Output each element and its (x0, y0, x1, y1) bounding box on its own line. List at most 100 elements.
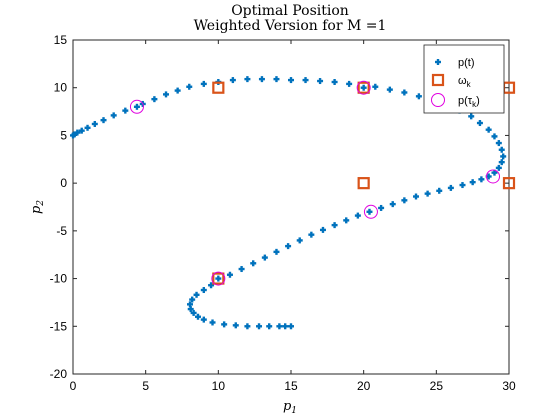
omega-marker (502, 177, 516, 190)
trajectory-point (436, 187, 443, 194)
trajectory-point (200, 316, 207, 323)
trajectory-point (485, 126, 492, 133)
trajectory-point (372, 83, 379, 90)
trajectory-point (366, 208, 373, 215)
y-tick-label: 5 (60, 128, 67, 142)
trajectory-point (91, 120, 98, 127)
trajectory-point (209, 319, 216, 326)
trajectory-point (122, 107, 129, 114)
trajectory-point (447, 184, 454, 191)
tau-marker (211, 271, 226, 286)
y-tick-label: 10 (54, 81, 68, 95)
trajectory-point (319, 226, 326, 233)
trajectory-point (193, 291, 200, 298)
trajectory-point (331, 222, 338, 229)
trajectory-point (491, 169, 498, 176)
trajectory-point (200, 287, 207, 294)
legend-marker-omega-marker (431, 73, 445, 87)
y-tick-label: -5 (56, 224, 67, 238)
trajectory-point (478, 176, 485, 183)
trajectory-point (229, 77, 236, 84)
trajectory-point (190, 309, 197, 316)
trajectory-point (415, 93, 422, 100)
trajectory-point (288, 77, 294, 84)
trajectory-point (78, 127, 85, 134)
trajectory-point (317, 78, 324, 85)
trajectory-point (401, 197, 408, 204)
tau-marker (363, 204, 378, 219)
trajectory-point (84, 124, 91, 131)
trajectory-point (163, 91, 170, 98)
x-tick-label: 30 (502, 379, 516, 393)
trajectory-point (343, 217, 350, 224)
trajectory-point (495, 140, 502, 147)
trajectory-point (110, 112, 117, 119)
trajectory-point (459, 182, 466, 189)
legend-label: ωk (458, 75, 472, 89)
tau-marker (486, 169, 501, 184)
trajectory-point (285, 243, 292, 250)
trajectory-point (208, 282, 215, 289)
x-tick-label: 10 (212, 379, 226, 393)
trajectory-point (261, 254, 268, 261)
trajectory-point (296, 237, 303, 244)
x-tick-label: 20 (357, 379, 371, 393)
trajectory-point (495, 164, 502, 171)
omega-marker (212, 81, 225, 94)
trajectory-point (401, 89, 408, 96)
tau-marker (129, 99, 144, 114)
trajectory-point (186, 301, 193, 308)
tau-marker (356, 80, 371, 95)
trajectory-point (221, 321, 228, 328)
trajectory-point (468, 113, 475, 120)
trajectory-point (100, 117, 107, 124)
trajectory-point (346, 80, 353, 87)
trajectory-point (389, 201, 396, 208)
chart-title: Optimal Position (231, 3, 349, 19)
trajectory-point (288, 323, 294, 330)
trajectory-point (189, 296, 196, 303)
x-tick-label: 15 (284, 379, 298, 393)
trajectory-point (244, 76, 251, 83)
trajectory-point (250, 260, 257, 267)
omega-marker (357, 177, 370, 190)
y-tick-label: 0 (60, 176, 67, 190)
trajectory-point (70, 132, 76, 139)
trajectory-point (498, 159, 505, 166)
trajectory-point (491, 133, 498, 140)
trajectory-point (174, 87, 181, 94)
trajectory-point (258, 76, 265, 83)
trajectory-point (282, 323, 289, 330)
x-tick-label: 25 (430, 379, 444, 393)
omega-marker (212, 272, 225, 285)
legend: p(t) ωk p(τk) (423, 44, 505, 114)
trajectory-point (186, 83, 193, 90)
trajectory-point (273, 248, 280, 255)
trajectory-point (133, 103, 140, 110)
trajectory-point (200, 80, 207, 87)
axis-ticks: 0 5 10 15 20 25 30 -20 -15 -10 -5 0 5 10 15 (50, 33, 516, 393)
trajectory-point (256, 323, 263, 330)
y-tick-label: -20 (50, 367, 68, 381)
trajectory-point (273, 76, 280, 83)
trajectory-point (424, 190, 431, 197)
trajectory-point (412, 193, 419, 200)
legend-marker-tau-marker (431, 93, 445, 107)
trajectory-point (238, 266, 245, 273)
trajectory-point (302, 77, 309, 84)
trajectory-point (476, 120, 483, 127)
x-axis-label: p1 (283, 399, 297, 416)
y-axis-label: p2 (29, 200, 46, 214)
legend-label: p(t) (458, 57, 475, 69)
trajectory-point (194, 313, 201, 320)
chart-subtitle: Weighted Version for M =1 (194, 18, 387, 34)
y-tick-label: -10 (50, 272, 68, 286)
trajectory-point (308, 231, 315, 238)
trajectory-point (151, 96, 158, 103)
trajectory-point (386, 86, 393, 93)
trajectory-point (226, 271, 233, 278)
legend-marker-trajectory-point (435, 59, 441, 65)
y-tick-label: 15 (54, 33, 68, 47)
trajectory-point (232, 322, 239, 329)
